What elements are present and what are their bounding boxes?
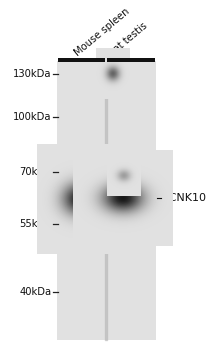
Bar: [107, 58, 155, 62]
Text: 100kDa: 100kDa: [13, 112, 52, 122]
Bar: [58, 58, 105, 62]
Text: 130kDa: 130kDa: [13, 69, 52, 78]
Text: Rat testis: Rat testis: [107, 20, 149, 58]
Text: 55kDa: 55kDa: [19, 219, 52, 229]
Text: KCNK10: KCNK10: [162, 193, 207, 203]
Text: Mouse spleen: Mouse spleen: [73, 7, 132, 58]
Text: 40kDa: 40kDa: [20, 287, 52, 298]
Text: 70kDa: 70kDa: [20, 167, 52, 177]
